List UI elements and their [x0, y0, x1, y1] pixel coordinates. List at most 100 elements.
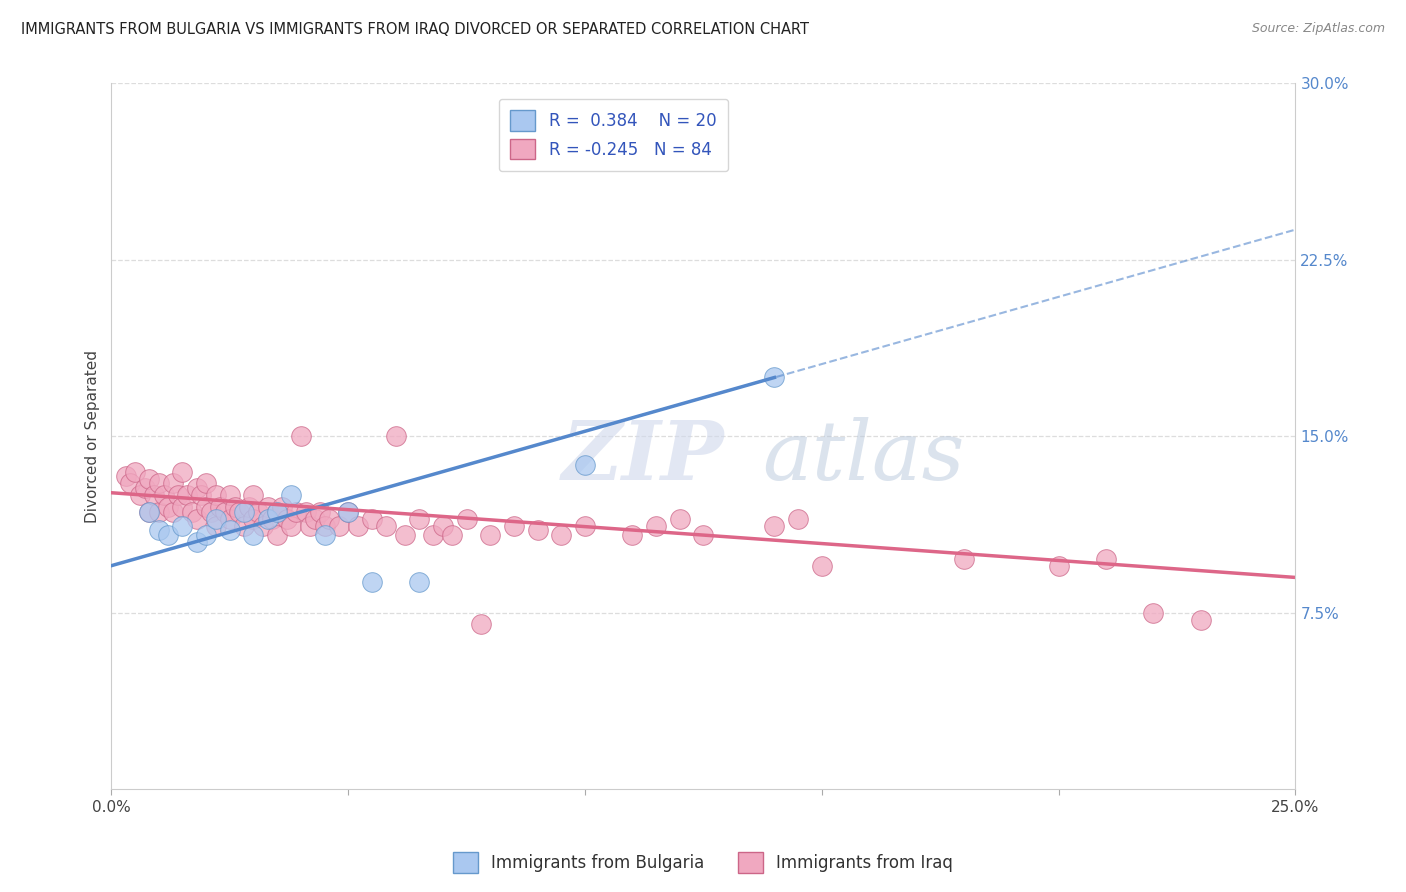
Point: [224, 500, 246, 514]
Point: [195, 500, 218, 514]
Point: [574, 458, 596, 472]
Point: [314, 528, 336, 542]
Point: [172, 500, 194, 514]
Point: [138, 505, 160, 519]
Point: [266, 528, 288, 542]
Point: [176, 488, 198, 502]
Point: [574, 518, 596, 533]
Point: [285, 505, 308, 519]
Point: [247, 505, 270, 519]
Point: [1189, 613, 1212, 627]
Point: [195, 476, 218, 491]
Point: [186, 535, 208, 549]
Point: [271, 500, 294, 514]
Point: [290, 429, 312, 443]
Point: [337, 505, 360, 519]
Point: [763, 518, 786, 533]
Point: [456, 511, 478, 525]
Point: [479, 528, 502, 542]
Point: [361, 511, 384, 525]
Point: [328, 518, 350, 533]
Text: Source: ZipAtlas.com: Source: ZipAtlas.com: [1251, 22, 1385, 36]
Point: [280, 518, 302, 533]
Point: [124, 465, 146, 479]
Point: [408, 575, 430, 590]
Point: [218, 488, 240, 502]
Point: [318, 511, 340, 525]
Point: [214, 505, 236, 519]
Point: [1095, 551, 1118, 566]
Point: [186, 511, 208, 525]
Point: [148, 505, 170, 519]
Point: [550, 528, 572, 542]
Text: atlas: atlas: [762, 417, 965, 498]
Point: [304, 511, 326, 525]
Point: [181, 505, 204, 519]
Point: [233, 518, 256, 533]
Point: [441, 528, 464, 542]
Point: [162, 505, 184, 519]
Point: [157, 528, 180, 542]
Point: [114, 469, 136, 483]
Point: [256, 500, 278, 514]
Point: [621, 528, 644, 542]
Point: [811, 558, 834, 573]
Point: [172, 465, 194, 479]
Point: [394, 528, 416, 542]
Point: [266, 505, 288, 519]
Point: [204, 511, 226, 525]
Point: [503, 518, 526, 533]
Point: [526, 524, 548, 538]
Point: [953, 551, 976, 566]
Legend: Immigrants from Bulgaria, Immigrants from Iraq: Immigrants from Bulgaria, Immigrants fro…: [446, 846, 960, 880]
Point: [256, 511, 278, 525]
Point: [209, 500, 232, 514]
Text: ZIP: ZIP: [561, 417, 724, 498]
Point: [361, 575, 384, 590]
Point: [242, 511, 264, 525]
Point: [422, 528, 444, 542]
Point: [233, 505, 256, 519]
Legend: R =  0.384    N = 20, R = -0.245   N = 84: R = 0.384 N = 20, R = -0.245 N = 84: [499, 99, 728, 171]
Point: [408, 511, 430, 525]
Point: [190, 488, 212, 502]
Point: [166, 488, 188, 502]
Point: [242, 488, 264, 502]
Point: [186, 481, 208, 495]
Point: [294, 505, 316, 519]
Point: [228, 505, 250, 519]
Point: [314, 518, 336, 533]
Point: [143, 488, 166, 502]
Point: [148, 476, 170, 491]
Point: [138, 472, 160, 486]
Point: [138, 505, 160, 519]
Point: [346, 518, 368, 533]
Point: [266, 505, 288, 519]
Point: [262, 511, 284, 525]
Point: [763, 370, 786, 384]
Point: [1379, 288, 1402, 302]
Point: [128, 488, 150, 502]
Point: [162, 476, 184, 491]
Point: [787, 511, 810, 525]
Point: [470, 617, 492, 632]
Point: [152, 488, 174, 502]
Point: [384, 429, 406, 443]
Point: [276, 511, 298, 525]
Text: IMMIGRANTS FROM BULGARIA VS IMMIGRANTS FROM IRAQ DIVORCED OR SEPARATED CORRELATI: IMMIGRANTS FROM BULGARIA VS IMMIGRANTS F…: [21, 22, 808, 37]
Point: [668, 511, 690, 525]
Point: [120, 476, 142, 491]
Point: [375, 518, 398, 533]
Point: [337, 505, 360, 519]
Y-axis label: Divorced or Separated: Divorced or Separated: [86, 350, 100, 523]
Point: [280, 488, 302, 502]
Point: [252, 518, 274, 533]
Point: [238, 500, 260, 514]
Point: [134, 481, 156, 495]
Point: [204, 518, 226, 533]
Point: [432, 518, 454, 533]
Point: [1047, 558, 1070, 573]
Point: [645, 518, 668, 533]
Point: [299, 518, 322, 533]
Point: [1142, 606, 1164, 620]
